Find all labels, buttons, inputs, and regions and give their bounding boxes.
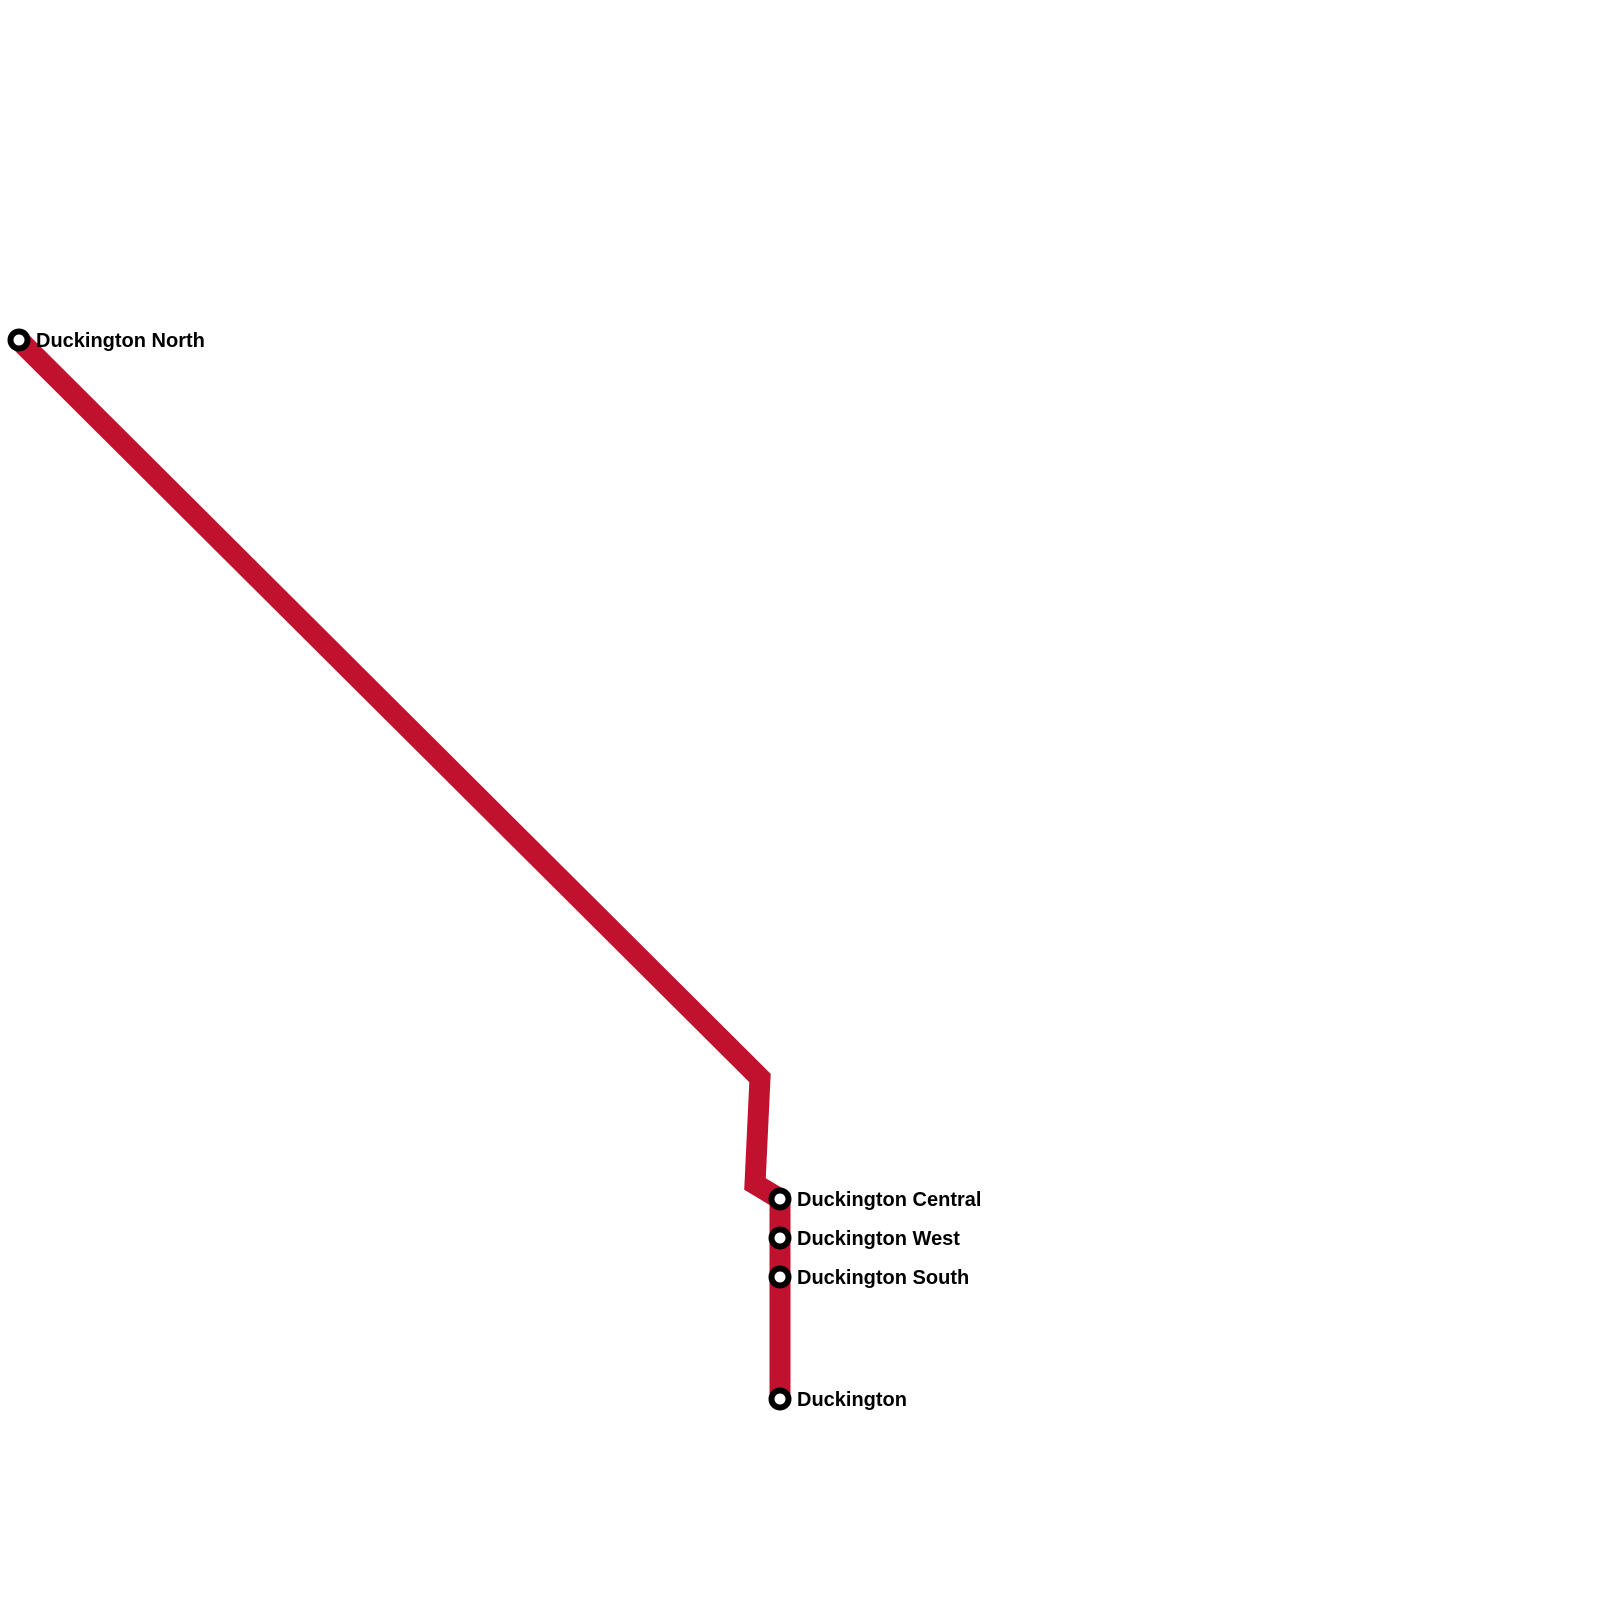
svg-text:Duckington North: Duckington North [36, 330, 205, 352]
svg-text:Duckington: Duckington [797, 1389, 907, 1411]
svg-text:Duckington South: Duckington South [797, 1267, 969, 1289]
svg-text:Duckington West: Duckington West [797, 1228, 960, 1250]
svg-text:Duckington Central: Duckington Central [797, 1189, 981, 1211]
